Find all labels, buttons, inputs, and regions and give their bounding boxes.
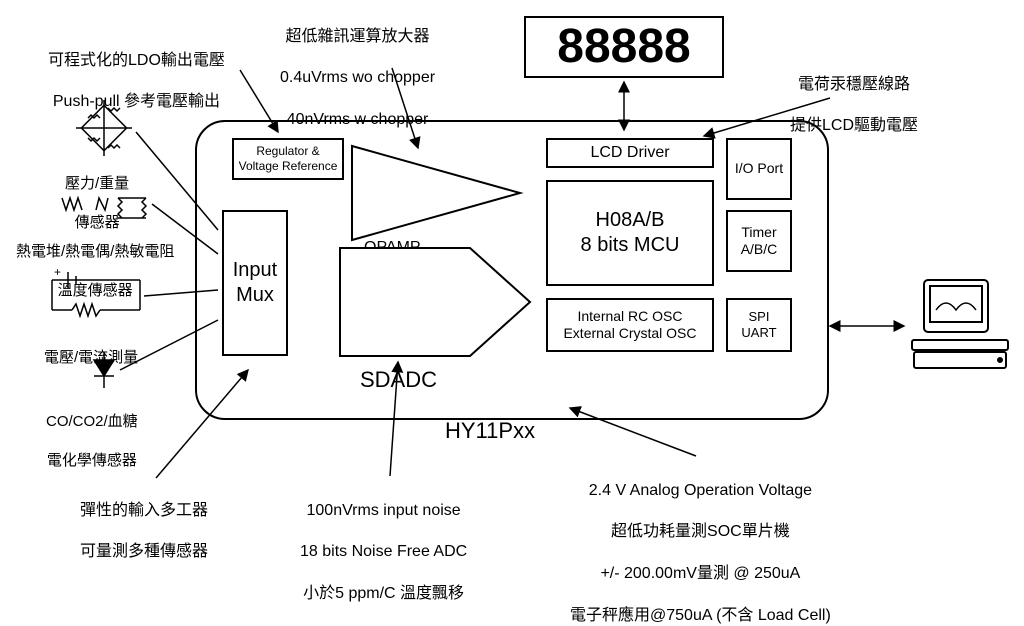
- annotation-input-mux: 彈性的輸入多工器 可量測多種傳感器: [80, 480, 208, 563]
- block-lcd-driver: LCD Driver: [546, 138, 714, 168]
- block-osc: Internal RC OSC External Crystal OSC: [546, 298, 714, 352]
- block-input-mux: Input Mux: [222, 210, 288, 356]
- block-lcd-driver-label: LCD Driver: [590, 143, 669, 163]
- display-box: 88888: [524, 16, 724, 78]
- sensor-thermal-label: 熱電堆/熱電偶/熱敏電阻 溫度傳感器: [16, 222, 174, 300]
- block-input-mux-label: Input Mux: [233, 258, 277, 308]
- block-spi-uart-label: SPI UART: [741, 309, 776, 342]
- sensor-electrochem-label: CO/CO2/血糖 電化學傳感器: [46, 392, 138, 470]
- annotation-ldo: 可程式化的LDO輸出電壓 Push-pull 參考電壓輸出: [48, 30, 225, 113]
- block-opamp-label: Low Noise OPAMP: [364, 176, 439, 259]
- annotation-adc: 100nVrms input noise 18 bits Noise Free …: [300, 480, 467, 605]
- annotation-soc: 2.4 V Analog Operation Voltage 超低功耗量測SOC…: [570, 460, 831, 626]
- annotation-opamp-noise: 超低雜訊運算放大器 0.4uVrms wo chopper 40nVrms w …: [280, 6, 435, 131]
- block-timer-label: Timer A/B/C: [741, 224, 778, 259]
- computer-icon: [912, 280, 1008, 368]
- block-io-port: I/O Port: [726, 138, 792, 200]
- block-regulator-label: Regulator & Voltage Reference: [239, 144, 338, 174]
- block-pga-label: PGA & SDADC: [360, 280, 437, 394]
- block-mcu: H08A/B 8 bits MCU: [546, 180, 714, 286]
- block-regulator: Regulator & Voltage Reference: [232, 138, 344, 180]
- sensor-voltage-label: 電壓/電流測量: [44, 328, 138, 367]
- chip-label: HY11Pxx: [445, 388, 535, 445]
- block-mcu-label: H08A/B 8 bits MCU: [581, 208, 680, 258]
- block-timer: Timer A/B/C: [726, 210, 792, 272]
- sensor-pressure-label: 壓力/重量 傳感器: [65, 154, 129, 232]
- block-osc-label: Internal RC OSC External Crystal OSC: [563, 308, 696, 343]
- display-value: 88888: [557, 17, 690, 77]
- block-spi-uart: SPI UART: [726, 298, 792, 352]
- block-io-port-label: I/O Port: [735, 160, 783, 178]
